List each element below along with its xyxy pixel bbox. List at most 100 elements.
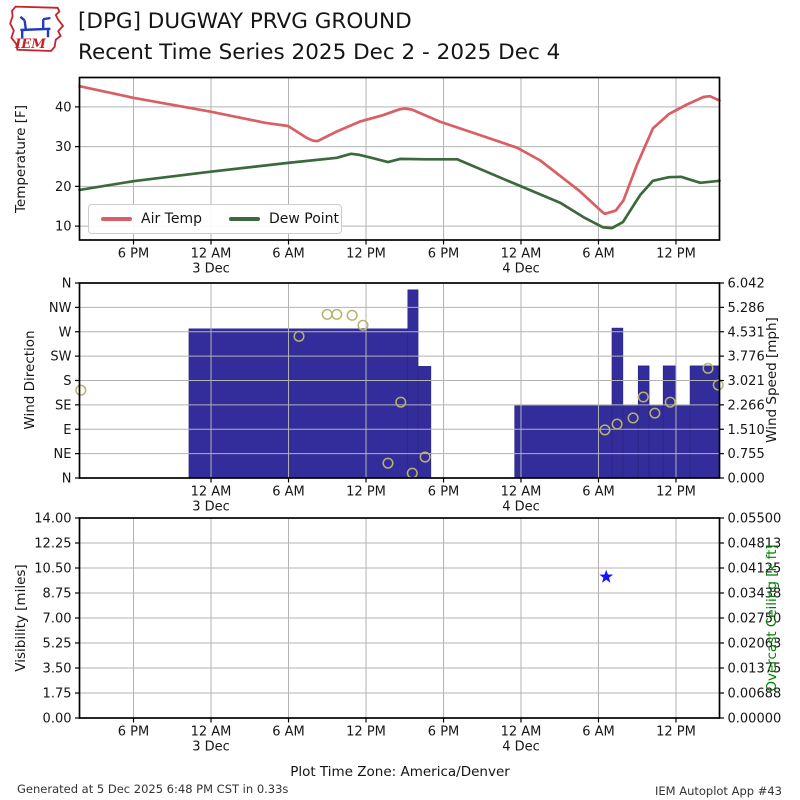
x-tick-label: 6 AM xyxy=(582,485,615,500)
visibility-axis-label: Visibility [miles] xyxy=(13,564,29,672)
iowa-outline-icon: IEM xyxy=(9,5,65,52)
y-tick-label: N xyxy=(62,277,72,292)
x-tick-label: 12 PM xyxy=(656,247,696,262)
autoplot-app-note: IEM Autoplot App #43 xyxy=(654,784,782,798)
y-tick-right-label: 4.531 xyxy=(728,325,765,340)
y-tick-label: E xyxy=(63,423,71,438)
y-tick-right-label: 3.021 xyxy=(728,374,765,389)
y-tick-label: 40 xyxy=(55,100,72,115)
wind-speed-marker xyxy=(712,379,724,391)
wind-speed-marker xyxy=(293,330,305,342)
weather-instrument-icon xyxy=(19,15,51,39)
x-date-label: 3 Dec xyxy=(192,740,230,755)
wind-direction-bar xyxy=(514,405,613,479)
x-tick-label: 12 AM xyxy=(191,247,232,262)
x-tick-label: 6 PM xyxy=(118,725,149,740)
wind-direction-bar xyxy=(407,289,419,479)
wind-speed-marker xyxy=(406,467,418,479)
wind-speed-marker xyxy=(627,412,639,424)
y-tick-label: 20 xyxy=(55,180,72,195)
wind-direction-bar xyxy=(675,405,691,479)
wind-direction-bar xyxy=(648,405,664,479)
wind-speed-marker xyxy=(649,407,661,419)
wind-speed-marker xyxy=(637,391,649,403)
y-tick-label: S xyxy=(63,374,71,389)
wind-direction-bar xyxy=(637,365,650,479)
plot-subtitle: Recent Time Series 2025 Dec 2 - 2025 Dec… xyxy=(78,40,561,65)
y-tick-label: 30 xyxy=(55,140,72,155)
y-tick-label: SW xyxy=(50,350,71,365)
x-tick-label: 6 AM xyxy=(582,725,615,740)
wind-direction-bar xyxy=(662,365,677,479)
wind-direction-bar xyxy=(417,366,432,479)
y-tick-label: 8.75 xyxy=(43,587,72,602)
wind-direction-bar xyxy=(622,405,639,479)
x-tick-label: 12 AM xyxy=(501,485,542,500)
x-tick-label: 12 PM xyxy=(656,485,696,500)
y-tick-label: 3.50 xyxy=(43,662,72,677)
x-date-label: 3 Dec xyxy=(192,262,230,277)
plot-title: [DPG] DUGWAY PRVG GROUND xyxy=(78,9,412,34)
y-tick-right-label: 0.755 xyxy=(728,447,765,462)
y-tick-right-label: 3.776 xyxy=(728,350,765,365)
logo-text: IEM xyxy=(14,37,46,52)
y-tick-label: 5.25 xyxy=(43,637,72,652)
x-tick-label: 12 AM xyxy=(191,485,232,500)
y-tick-label: 1.75 xyxy=(43,687,72,702)
y-tick-label: 7.00 xyxy=(43,612,72,627)
wind-direction-axis-label: Wind Direction xyxy=(22,330,38,430)
x-tick-label: 12 PM xyxy=(346,725,386,740)
y-tick-label: 14.00 xyxy=(34,512,71,527)
wind-direction-bar xyxy=(689,365,720,479)
timezone-note: Plot Time Zone: America/Denver xyxy=(290,764,510,780)
temp-legend: Air Temp Dew Point xyxy=(88,204,342,234)
wind-speed-marker xyxy=(75,384,87,396)
legend-label-dew-point: Dew Point xyxy=(268,211,340,227)
x-tick-label: 12 AM xyxy=(501,247,542,262)
legend-item-air-temp: Air Temp xyxy=(101,211,202,227)
y-tick-right-label: 1.510 xyxy=(728,423,765,438)
y-tick-right-label: 6.042 xyxy=(728,277,765,292)
chart-frame xyxy=(78,517,721,719)
y-tick-right-label: 0.000 xyxy=(728,472,765,487)
x-tick-label: 12 PM xyxy=(656,725,696,740)
wind-speed-marker xyxy=(664,396,676,408)
wind-direction-bar xyxy=(611,327,624,479)
x-tick-label: 12 PM xyxy=(346,247,386,262)
legend-label-air-temp: Air Temp xyxy=(141,211,202,227)
x-tick-label: 12 AM xyxy=(191,725,232,740)
wind-direction-bar xyxy=(188,328,409,479)
y-tick-label: SE xyxy=(55,398,71,413)
wind-speed-marker xyxy=(395,396,407,408)
y-tick-label: 10 xyxy=(55,220,72,235)
y-tick-label: N xyxy=(62,472,72,487)
y-tick-label: NE xyxy=(54,447,72,462)
y-tick-label: W xyxy=(59,325,72,340)
x-date-label: 3 Dec xyxy=(192,500,230,515)
wind-speed-marker xyxy=(382,457,394,469)
wind-speed-marker xyxy=(331,308,343,320)
y-tick-right-label: 5.286 xyxy=(728,301,765,316)
x-tick-label: 6 PM xyxy=(118,247,149,262)
wind-speed-marker xyxy=(599,424,611,436)
x-tick-label: 6 PM xyxy=(428,725,459,740)
x-date-label: 4 Dec xyxy=(502,500,540,515)
x-tick-label: 6 PM xyxy=(428,485,459,500)
x-tick-label: 6 AM xyxy=(272,247,305,262)
wind-speed-axis-label: Wind Speed [mph] xyxy=(764,317,780,443)
x-tick-label: 6 PM xyxy=(428,247,459,262)
overcast-ceiling-axis-label: Overcast Ceiling [k ft] xyxy=(764,544,780,692)
wind-speed-marker xyxy=(419,451,431,463)
dew-point-line-swatch xyxy=(228,217,260,221)
wind-speed-marker xyxy=(321,308,333,320)
x-tick-label: 12 AM xyxy=(501,725,542,740)
x-date-label: 4 Dec xyxy=(502,262,540,277)
y-tick-right-label: 2.266 xyxy=(728,398,765,413)
y-tick-label: 0.00 xyxy=(43,712,72,727)
iem-logo: IEM xyxy=(6,2,66,58)
y-tick-label: 10.50 xyxy=(34,562,71,577)
generated-at-note: Generated at 5 Dec 2025 6:48 PM CST in 0… xyxy=(17,782,289,796)
x-tick-label: 6 AM xyxy=(272,725,305,740)
